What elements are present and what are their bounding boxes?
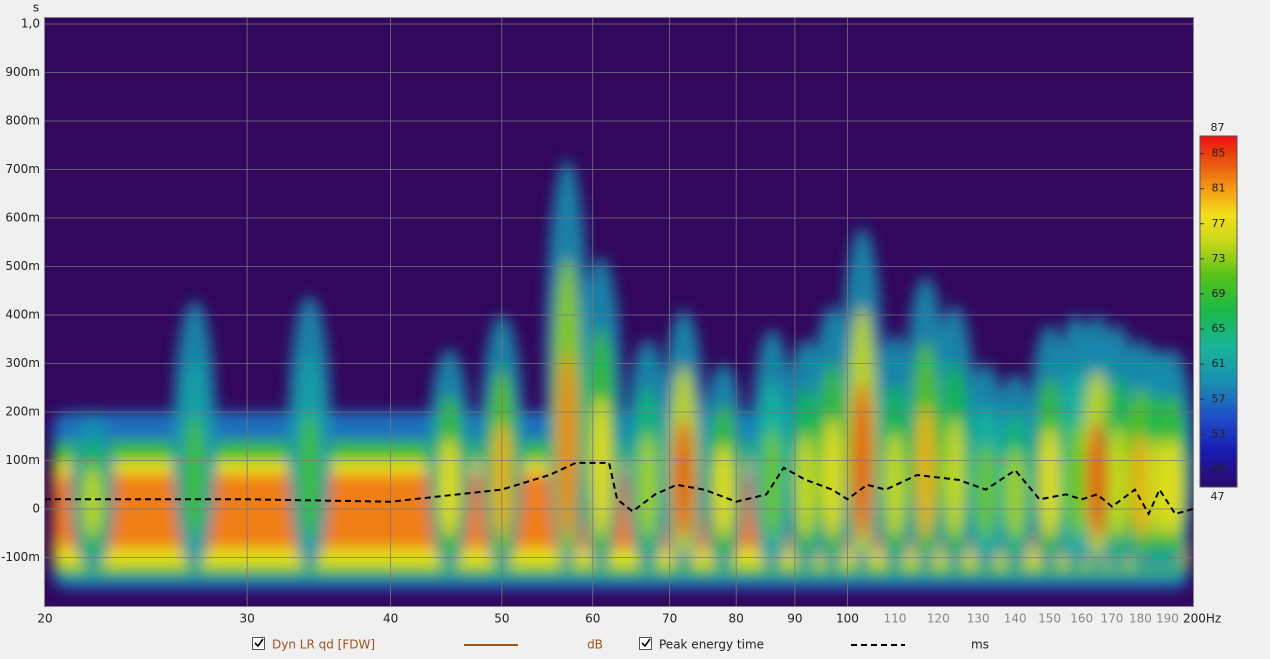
colorbar-label: 69 <box>1212 287 1226 300</box>
y-tick-label: 600m <box>5 211 40 225</box>
y-tick-label: 900m <box>5 65 40 79</box>
x-tick-label: 110 <box>883 612 906 626</box>
y-tick-label: 100m <box>5 453 40 467</box>
y-tick-label: 800m <box>5 114 40 128</box>
check-mark <box>254 638 264 648</box>
resonance <box>1107 426 1128 539</box>
plot-frame <box>44 17 1194 607</box>
resonance <box>1039 426 1060 539</box>
x-tick-label: 30 <box>240 612 255 626</box>
resonance <box>884 430 905 539</box>
x-tick-label: 130 <box>967 612 990 626</box>
resonance <box>795 432 816 539</box>
resonance <box>975 443 996 539</box>
resonance <box>944 417 965 539</box>
legend-unit: ms <box>971 638 989 652</box>
x-tick-label: 100 <box>836 612 859 626</box>
x-tick-label: 140 <box>1004 612 1027 626</box>
resonance <box>673 419 694 539</box>
y-tick-label: 200m <box>5 405 40 419</box>
legend-unit: dB <box>587 638 603 652</box>
resonance <box>1065 421 1086 539</box>
y-tick-label: 400m <box>5 308 40 322</box>
resonance <box>1146 436 1167 539</box>
colorbar-label: 53 <box>1212 427 1226 440</box>
x-tick-label: 80 <box>729 612 744 626</box>
check-mark <box>641 638 651 648</box>
resonance <box>1005 447 1026 539</box>
colorbar-label: 81 <box>1212 182 1226 195</box>
legend: Dyn LR qd [FDW] dB Peak energy time ms <box>252 637 989 652</box>
colorbar-label: 87 <box>1211 121 1225 134</box>
peak-energy-line <box>45 461 1193 517</box>
resonance <box>637 432 658 539</box>
colorbar-label: 61 <box>1212 357 1226 370</box>
x-tick-label: 50 <box>494 612 509 626</box>
x-tick-label: 150 <box>1038 612 1061 626</box>
colorbar-label: 65 <box>1212 322 1226 335</box>
colorbar-label: 77 <box>1212 217 1226 230</box>
x-tick-label: 180 <box>1129 612 1152 626</box>
resonance <box>915 404 936 539</box>
y-unit: s <box>33 1 39 15</box>
x-tick-label: 190 <box>1156 612 1179 626</box>
x-tick-label: 20 <box>37 612 52 626</box>
resonance <box>1130 432 1151 539</box>
colorbar <box>1199 135 1238 488</box>
legend-label[interactable]: Dyn LR qd [FDW] <box>272 638 375 652</box>
colorbar-label: 49 <box>1212 462 1226 475</box>
y-tick-label: 700m <box>5 162 40 176</box>
resonance <box>822 417 843 539</box>
colorbar-label: 57 <box>1212 392 1226 405</box>
y-tick-label: 300m <box>5 356 40 370</box>
x-tick-label: 40 <box>383 612 398 626</box>
legend-label[interactable]: Peak energy time <box>659 638 764 652</box>
x-tick-label: 170 <box>1101 612 1124 626</box>
resonance <box>82 465 103 539</box>
resonance <box>184 415 205 539</box>
colorbar-label: 73 <box>1212 252 1226 265</box>
y-tick-label: 0 <box>32 502 40 516</box>
resonance <box>1087 421 1108 539</box>
x-tick-label: 70 <box>662 612 677 626</box>
x-tick-label: 200Hz <box>1183 612 1221 626</box>
x-tick-label: 90 <box>787 612 802 626</box>
resonance <box>590 395 611 539</box>
resonance <box>762 428 783 539</box>
colorbar-label: 85 <box>1212 147 1226 160</box>
x-tick-label: 120 <box>927 612 950 626</box>
y-tick-label: 500m <box>5 259 40 273</box>
resonance <box>1162 436 1183 539</box>
colorbar-label: 47 <box>1211 490 1225 503</box>
x-tick-label: 60 <box>585 612 600 626</box>
resonance <box>299 412 320 539</box>
x-tick-label: 160 <box>1070 612 1093 626</box>
resonance <box>557 351 578 539</box>
resonance <box>713 443 734 539</box>
y-tick-label: -100m <box>1 550 40 564</box>
resonance <box>439 436 460 539</box>
y-tick-label: 1,0 <box>21 17 40 31</box>
plot-area <box>45 18 1193 606</box>
